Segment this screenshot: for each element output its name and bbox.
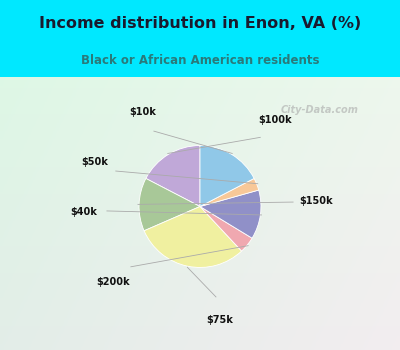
- Text: $40k: $40k: [70, 207, 97, 217]
- Wedge shape: [200, 206, 252, 251]
- Wedge shape: [146, 146, 200, 206]
- Wedge shape: [144, 206, 242, 267]
- Text: City-Data.com: City-Data.com: [281, 105, 359, 115]
- Text: $150k: $150k: [300, 196, 333, 206]
- Text: $75k: $75k: [206, 315, 233, 324]
- Text: $200k: $200k: [97, 277, 130, 287]
- Text: Black or African American residents: Black or African American residents: [81, 54, 319, 66]
- Wedge shape: [200, 190, 261, 238]
- Text: $10k: $10k: [129, 107, 156, 117]
- Text: Income distribution in Enon, VA (%): Income distribution in Enon, VA (%): [39, 16, 361, 30]
- Wedge shape: [200, 146, 254, 206]
- Wedge shape: [200, 178, 259, 206]
- Text: $50k: $50k: [81, 157, 108, 167]
- Wedge shape: [139, 178, 200, 231]
- Text: $100k: $100k: [258, 115, 292, 125]
